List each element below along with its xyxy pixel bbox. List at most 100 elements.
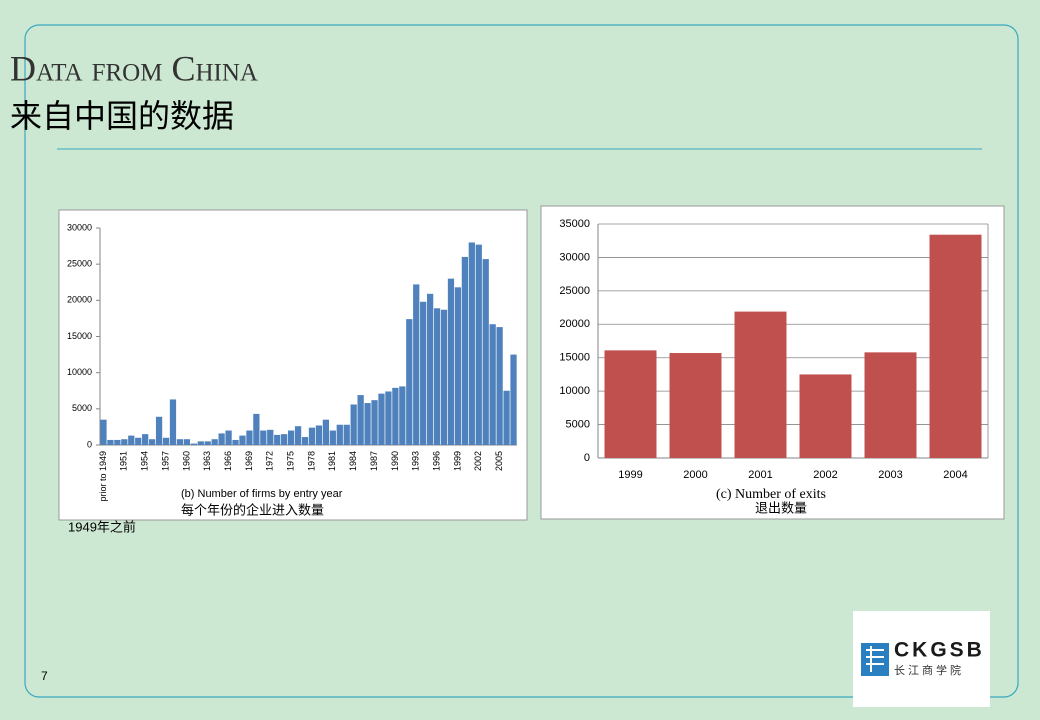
bar: [281, 434, 288, 445]
bar: [799, 374, 852, 458]
x-tick-label: 1999: [618, 469, 642, 481]
bar: [503, 390, 510, 445]
bar: [183, 439, 191, 445]
x-tick-label: 1999: [452, 451, 462, 471]
bar: [461, 256, 469, 445]
bar: [218, 433, 225, 445]
bar: [413, 284, 420, 445]
bar: [489, 324, 496, 445]
bar: [669, 353, 722, 458]
x-tick-label: 1978: [306, 451, 316, 471]
y-tick-label: 10000: [67, 367, 92, 377]
bar: [426, 293, 434, 445]
y-tick-label: 20000: [67, 295, 92, 305]
bar: [378, 393, 385, 445]
bar: [364, 403, 371, 445]
bar: [169, 399, 177, 445]
bar: [371, 400, 378, 445]
bar: [142, 434, 149, 445]
bar: [239, 435, 246, 445]
x-tick-label: 2001: [748, 469, 772, 481]
bar: [350, 404, 357, 445]
bar: [301, 437, 309, 445]
x-tick-label: 2003: [878, 469, 902, 481]
bar: [329, 430, 336, 445]
bar: [440, 309, 448, 445]
bar: [392, 387, 399, 445]
bar: [204, 441, 211, 445]
chart-caption-cn: 每个年份的企业进入数量: [181, 502, 324, 517]
x-tick-label: 1969: [244, 451, 254, 471]
bar: [343, 424, 350, 445]
x-tick-label: 2002: [473, 451, 483, 471]
y-tick-label: 0: [584, 452, 590, 464]
bar: [357, 395, 364, 445]
chart-caption-cn: 退出数量: [755, 500, 807, 515]
y-tick-label: 30000: [559, 251, 590, 263]
note: 1949年之前: [68, 519, 136, 534]
bar: [308, 427, 316, 445]
bar: [447, 278, 455, 445]
bar: [399, 386, 406, 445]
bar: [253, 413, 260, 445]
bar: [155, 416, 163, 445]
chart-caption: (c) Number of exits: [716, 487, 826, 502]
bar: [406, 319, 413, 445]
x-tick-label: 1987: [369, 451, 379, 471]
x-tick-label: 1975: [286, 451, 296, 471]
x-tick-label: 1993: [411, 451, 421, 471]
y-tick-label: 15000: [67, 331, 92, 341]
bar: [468, 242, 475, 445]
bar: [864, 352, 917, 458]
y-tick-label: 5000: [566, 418, 590, 430]
bar: [197, 441, 204, 445]
bar: [336, 424, 343, 445]
logo-text: CKGSB: [894, 639, 985, 662]
x-tick-label: 1996: [431, 451, 441, 471]
x-tick-label: 1957: [160, 451, 170, 471]
bar: [135, 437, 142, 445]
bar: [454, 287, 462, 445]
y-tick-label: 20000: [559, 318, 590, 330]
bar: [294, 426, 302, 445]
bar: [121, 439, 128, 445]
x-tick-label: 2002: [813, 469, 837, 481]
y-tick-label: 5000: [72, 403, 92, 413]
bar: [128, 435, 135, 445]
bar: [232, 439, 239, 445]
x-tick-label: 1972: [265, 451, 275, 471]
y-tick-label: 25000: [559, 285, 590, 297]
page-number: 7: [41, 669, 48, 683]
x-tick-label: 1954: [140, 451, 150, 471]
bar: [260, 430, 267, 445]
bar: [114, 439, 121, 445]
y-tick-label: 25000: [67, 259, 92, 269]
bar: [267, 429, 274, 445]
y-tick-label: 35000: [559, 218, 590, 230]
bar: [510, 354, 517, 445]
y-tick-label: 10000: [559, 385, 590, 397]
bar: [734, 311, 787, 458]
x-tick-label: 1990: [390, 451, 400, 471]
bar: [190, 443, 197, 445]
bar: [274, 434, 281, 445]
bar: [604, 350, 657, 458]
bar: [100, 419, 107, 445]
x-tick-label: 2005: [494, 451, 504, 471]
y-tick-label: 0: [87, 439, 92, 449]
logo-text-cn: 长江商学院: [894, 663, 964, 677]
bar: [322, 419, 330, 445]
x-tick-label: 1951: [119, 451, 129, 471]
x-tick-label: 1963: [202, 451, 212, 471]
bar: [433, 308, 441, 445]
x-tick-label: 1984: [348, 451, 358, 471]
x-tick-label: 1960: [181, 451, 191, 471]
y-tick-label: 15000: [559, 352, 590, 364]
logo-mark: [861, 643, 889, 676]
bar: [246, 430, 253, 445]
slide-title: Data from China: [10, 48, 258, 88]
slide-frame: [24, 24, 1019, 698]
bar: [929, 234, 982, 458]
chart-caption: (b) Number of firms by entry year: [181, 488, 343, 500]
